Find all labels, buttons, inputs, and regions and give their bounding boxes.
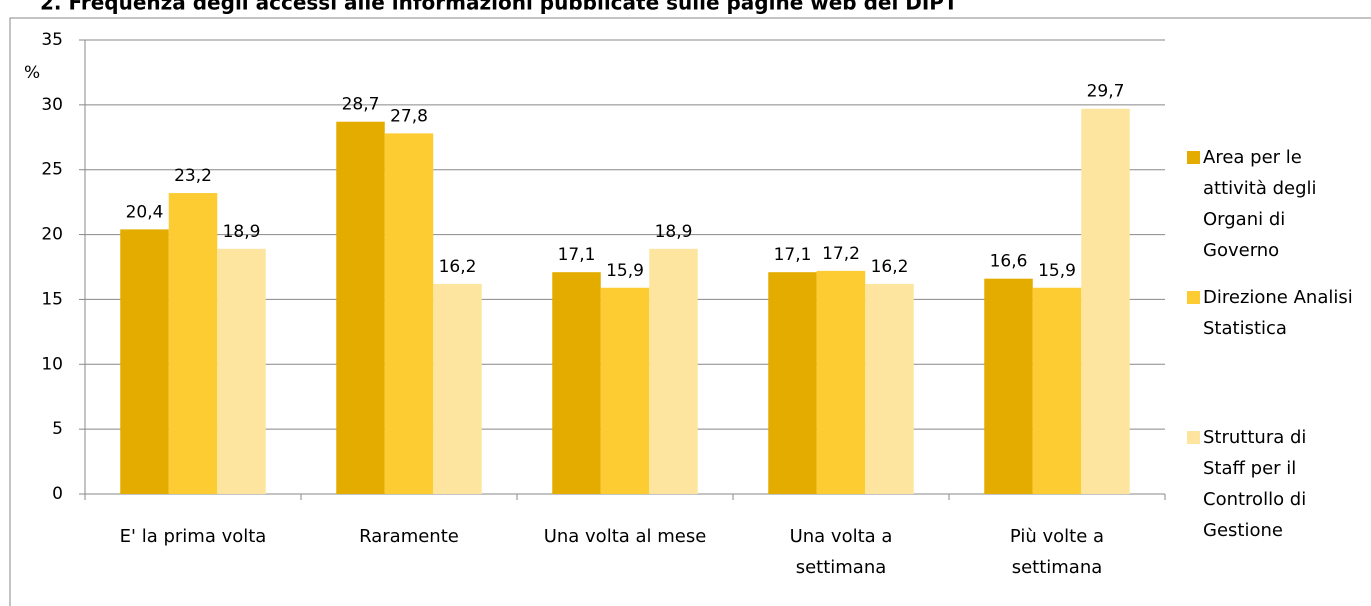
- data-label: 15,9: [1038, 261, 1076, 281]
- data-label: 28,7: [342, 95, 380, 115]
- x-tick-label: Una volta a settimana: [789, 526, 893, 578]
- bar: [384, 133, 434, 494]
- y-tick-label: 35: [41, 30, 63, 50]
- y-tick-label: 30: [41, 95, 63, 115]
- data-label: 29,7: [1087, 82, 1125, 102]
- bar: [768, 272, 817, 494]
- data-label: 18,9: [655, 222, 693, 242]
- data-label: 16,2: [871, 257, 909, 277]
- legend-swatch: [1187, 291, 1200, 304]
- x-tick-label: Più volte a settimana: [1009, 526, 1105, 578]
- data-label: 20,4: [126, 202, 164, 222]
- data-label: 17,1: [558, 245, 596, 265]
- bar: [865, 283, 914, 494]
- bar: [1032, 287, 1082, 494]
- data-label: 17,1: [774, 245, 812, 265]
- x-tick-label: Una volta al mese: [543, 526, 707, 547]
- data-label: 17,2: [822, 244, 860, 264]
- bar: [168, 193, 218, 494]
- bar: [120, 229, 169, 494]
- data-label: 15,9: [606, 261, 644, 281]
- y-tick-label: 10: [41, 354, 63, 374]
- legend-swatch: [1187, 151, 1200, 164]
- legend-label: Area per le attività degli Organi di Gov…: [1203, 147, 1317, 261]
- legend-label: Struttura di Staff per il Controllo di G…: [1203, 427, 1307, 541]
- bar: [1081, 108, 1130, 495]
- bar: [336, 121, 385, 494]
- bar: [649, 248, 698, 494]
- data-label: 23,2: [174, 166, 212, 186]
- data-label: 16,6: [990, 252, 1028, 272]
- bar: [984, 278, 1033, 494]
- legend-label: Direzione Analisi Statistica: [1203, 287, 1353, 339]
- bar: [433, 283, 482, 494]
- y-axis-label: %: [24, 63, 40, 83]
- y-tick-label: 20: [41, 225, 63, 245]
- y-tick-label: 15: [41, 289, 63, 309]
- bar: [600, 287, 650, 494]
- y-tick-label: 25: [41, 160, 63, 180]
- data-label: 18,9: [223, 222, 261, 242]
- data-label: 27,8: [390, 106, 428, 126]
- x-tick-label: E' la prima volta: [119, 526, 267, 547]
- bar: [217, 248, 266, 494]
- y-tick-label: 5: [52, 419, 63, 439]
- x-tick-label: Raramente: [359, 526, 459, 547]
- data-label: 16,2: [439, 257, 477, 277]
- y-tick-label: 0: [52, 484, 63, 504]
- chart-title: 2. Frequenza degli accessi alle informaz…: [40, 0, 958, 15]
- bar: [552, 272, 601, 494]
- bar: [816, 270, 866, 494]
- legend-swatch: [1187, 431, 1200, 444]
